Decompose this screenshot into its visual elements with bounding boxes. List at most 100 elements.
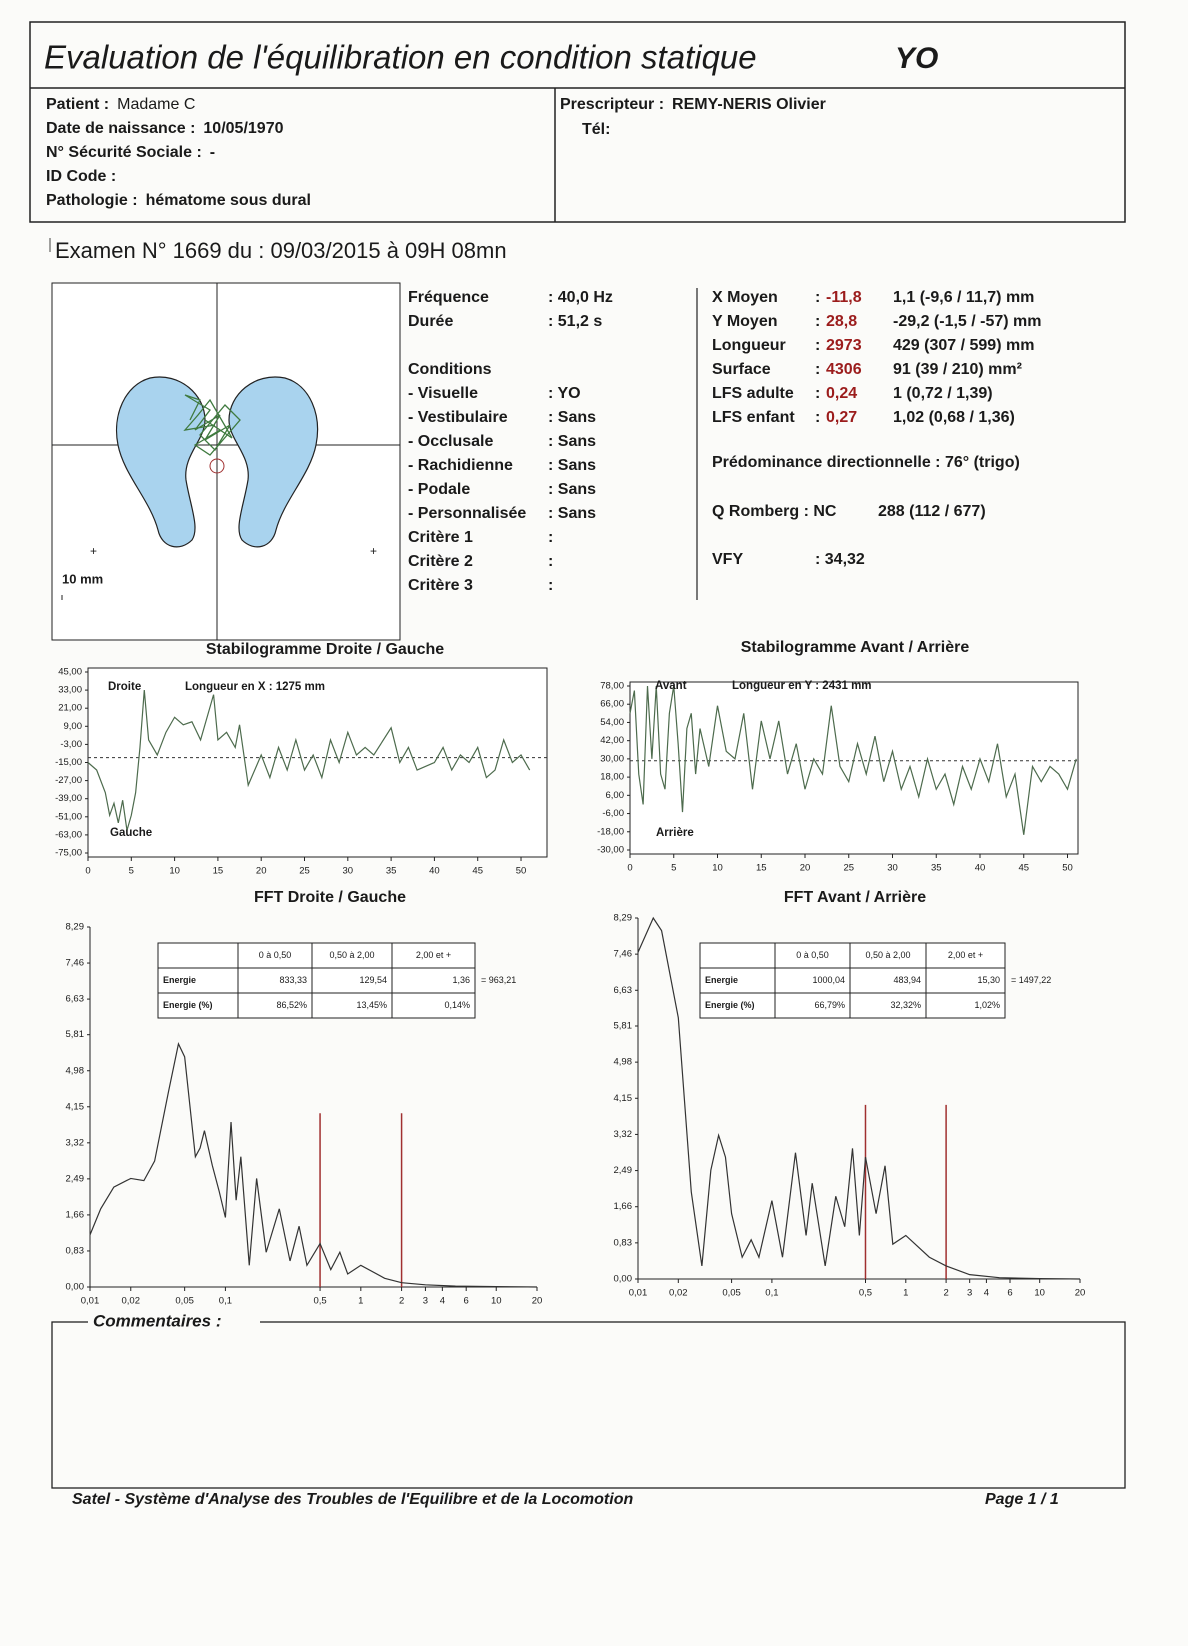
x-tick-label: 10 [491, 1296, 502, 1307]
report-title: Evaluation de l'équilibration en conditi… [44, 39, 757, 76]
x-tick-label: 40 [975, 863, 986, 874]
prescriber-label: Prescripteur : [560, 96, 664, 113]
x-tick-label: 3 [423, 1296, 428, 1307]
table-header: 2,00 et + [416, 950, 451, 960]
x-tick-label: 0,01 [81, 1296, 100, 1307]
y-tick-label: 0,83 [614, 1237, 633, 1248]
x-tick-label: 4 [440, 1296, 445, 1307]
x-tick-label: 10 [1034, 1288, 1045, 1299]
x-tick-label: 50 [1062, 863, 1073, 874]
x-tick-label: 25 [299, 866, 310, 877]
condition-value: : Sans [548, 481, 596, 498]
result-norm: -29,2 (-1,5 / -57) mm [893, 313, 1042, 330]
x-tick-label: 5 [671, 863, 676, 874]
table-row-label: Energie [705, 975, 738, 985]
table-cell: 1000,04 [812, 975, 845, 985]
table-cell: 32,32% [890, 1000, 921, 1010]
table-cell: 483,94 [893, 975, 921, 985]
x-tick-label: 2 [399, 1296, 404, 1307]
y-tick-label: 2,49 [614, 1165, 633, 1176]
table-cell: 15,30 [977, 975, 1000, 985]
signal-line [87, 690, 531, 831]
y-tick-label: 6,63 [614, 985, 633, 996]
x-tick-label: 0 [627, 863, 632, 874]
table-cell: 833,33 [279, 975, 307, 985]
field-value: Madame C [117, 96, 195, 113]
x-tick-label: 3 [967, 1288, 972, 1299]
field-label: Patient : [46, 96, 109, 113]
x-tick-label: 6 [1007, 1288, 1012, 1299]
x-tick-label: 30 [343, 866, 354, 877]
y-tick-label: 33,00 [58, 685, 82, 696]
annotation: Arrière [656, 827, 694, 839]
field-label: N° Sécurité Sociale : [46, 144, 202, 161]
result-label: LFS enfant [712, 409, 795, 426]
result-sep: : [815, 337, 820, 354]
y-tick-label: 6,00 [606, 790, 625, 801]
scale-label: 10 mm [62, 571, 103, 586]
param-label: Fréquence [408, 289, 489, 306]
result-value: 0,24 [826, 385, 857, 402]
y-tick-label: -18,00 [597, 826, 624, 837]
x-tick-label: 10 [169, 866, 180, 877]
y-tick-label: -6,00 [602, 808, 624, 819]
criterion-label: Critère 1 [408, 529, 473, 546]
condition-value: : YO [548, 385, 581, 402]
result-value: 2973 [826, 337, 862, 354]
field-label: Pathologie : [46, 192, 138, 209]
left-foot [116, 376, 206, 548]
y-tick-label: 4,98 [614, 1057, 633, 1068]
field-label: ID Code : [46, 168, 116, 185]
x-tick-label: 50 [516, 866, 527, 877]
condition-value: : Sans [548, 505, 596, 522]
y-tick-label: 4,98 [66, 1065, 85, 1076]
x-tick-label: 0,05 [175, 1296, 194, 1307]
y-tick-label: 0,00 [614, 1274, 633, 1285]
table-cell: 86,52% [276, 1000, 307, 1010]
vfy-value: : 34,32 [815, 551, 865, 568]
param-value: : 51,2 s [548, 313, 602, 330]
criterion-label: Critère 3 [408, 577, 473, 594]
x-tick-label: 0,01 [629, 1288, 648, 1299]
y-tick-label: 7,46 [614, 949, 633, 960]
field-value: - [210, 144, 215, 161]
result-label: LFS adulte [712, 385, 794, 402]
y-tick-label: 5,81 [66, 1029, 85, 1040]
x-tick-label: 0,5 [313, 1296, 326, 1307]
patient-field: Patient : Madame C [46, 96, 195, 113]
result-label: X Moyen [712, 289, 778, 306]
y-tick-label: 21,00 [58, 703, 82, 714]
page-number: Page 1 / 1 [985, 1491, 1059, 1508]
y-tick-label: 66,00 [600, 699, 624, 710]
y-tick-label: 1,66 [66, 1209, 85, 1220]
result-norm: 1,02 (0,68 / 1,36) [893, 409, 1015, 426]
y-tick-label: 30,00 [600, 753, 624, 764]
annotation: Avant [655, 680, 687, 692]
x-tick-label: 35 [931, 863, 942, 874]
y-tick-label: -39,00 [55, 793, 82, 804]
x-tick-label: 45 [1018, 863, 1029, 874]
table-total: = 1497,22 [1011, 975, 1051, 985]
x-tick-label: 45 [472, 866, 483, 877]
y-tick-label: 4,15 [614, 1093, 633, 1104]
y-tick-label: 1,66 [614, 1201, 633, 1212]
prescriber: Prescripteur : REMY-NERIS Olivier [560, 96, 826, 113]
x-tick-label: 0,05 [722, 1288, 741, 1299]
table-header: 0,50 à 2,00 [865, 950, 910, 960]
comments-label: Commentaires : [93, 1311, 221, 1330]
condition-label: - Visuelle [408, 385, 478, 402]
result-label: Y Moyen [712, 313, 778, 330]
y-tick-label: 45,00 [58, 667, 82, 678]
result-sep: : [815, 289, 820, 306]
result-norm: 429 (307 / 599) mm [893, 337, 1034, 354]
x-tick-label: 6 [464, 1296, 469, 1307]
condition-code: YO [895, 42, 938, 75]
x-tick-label: 0,5 [859, 1288, 872, 1299]
y-tick-label: 9,00 [64, 721, 83, 732]
table-cell: 13,45% [356, 1000, 387, 1010]
field-value: hématome sous dural [146, 192, 311, 209]
x-tick-label: 0,1 [219, 1296, 232, 1307]
x-tick-label: 1 [903, 1288, 908, 1299]
condition-label: - Rachidienne [408, 457, 513, 474]
